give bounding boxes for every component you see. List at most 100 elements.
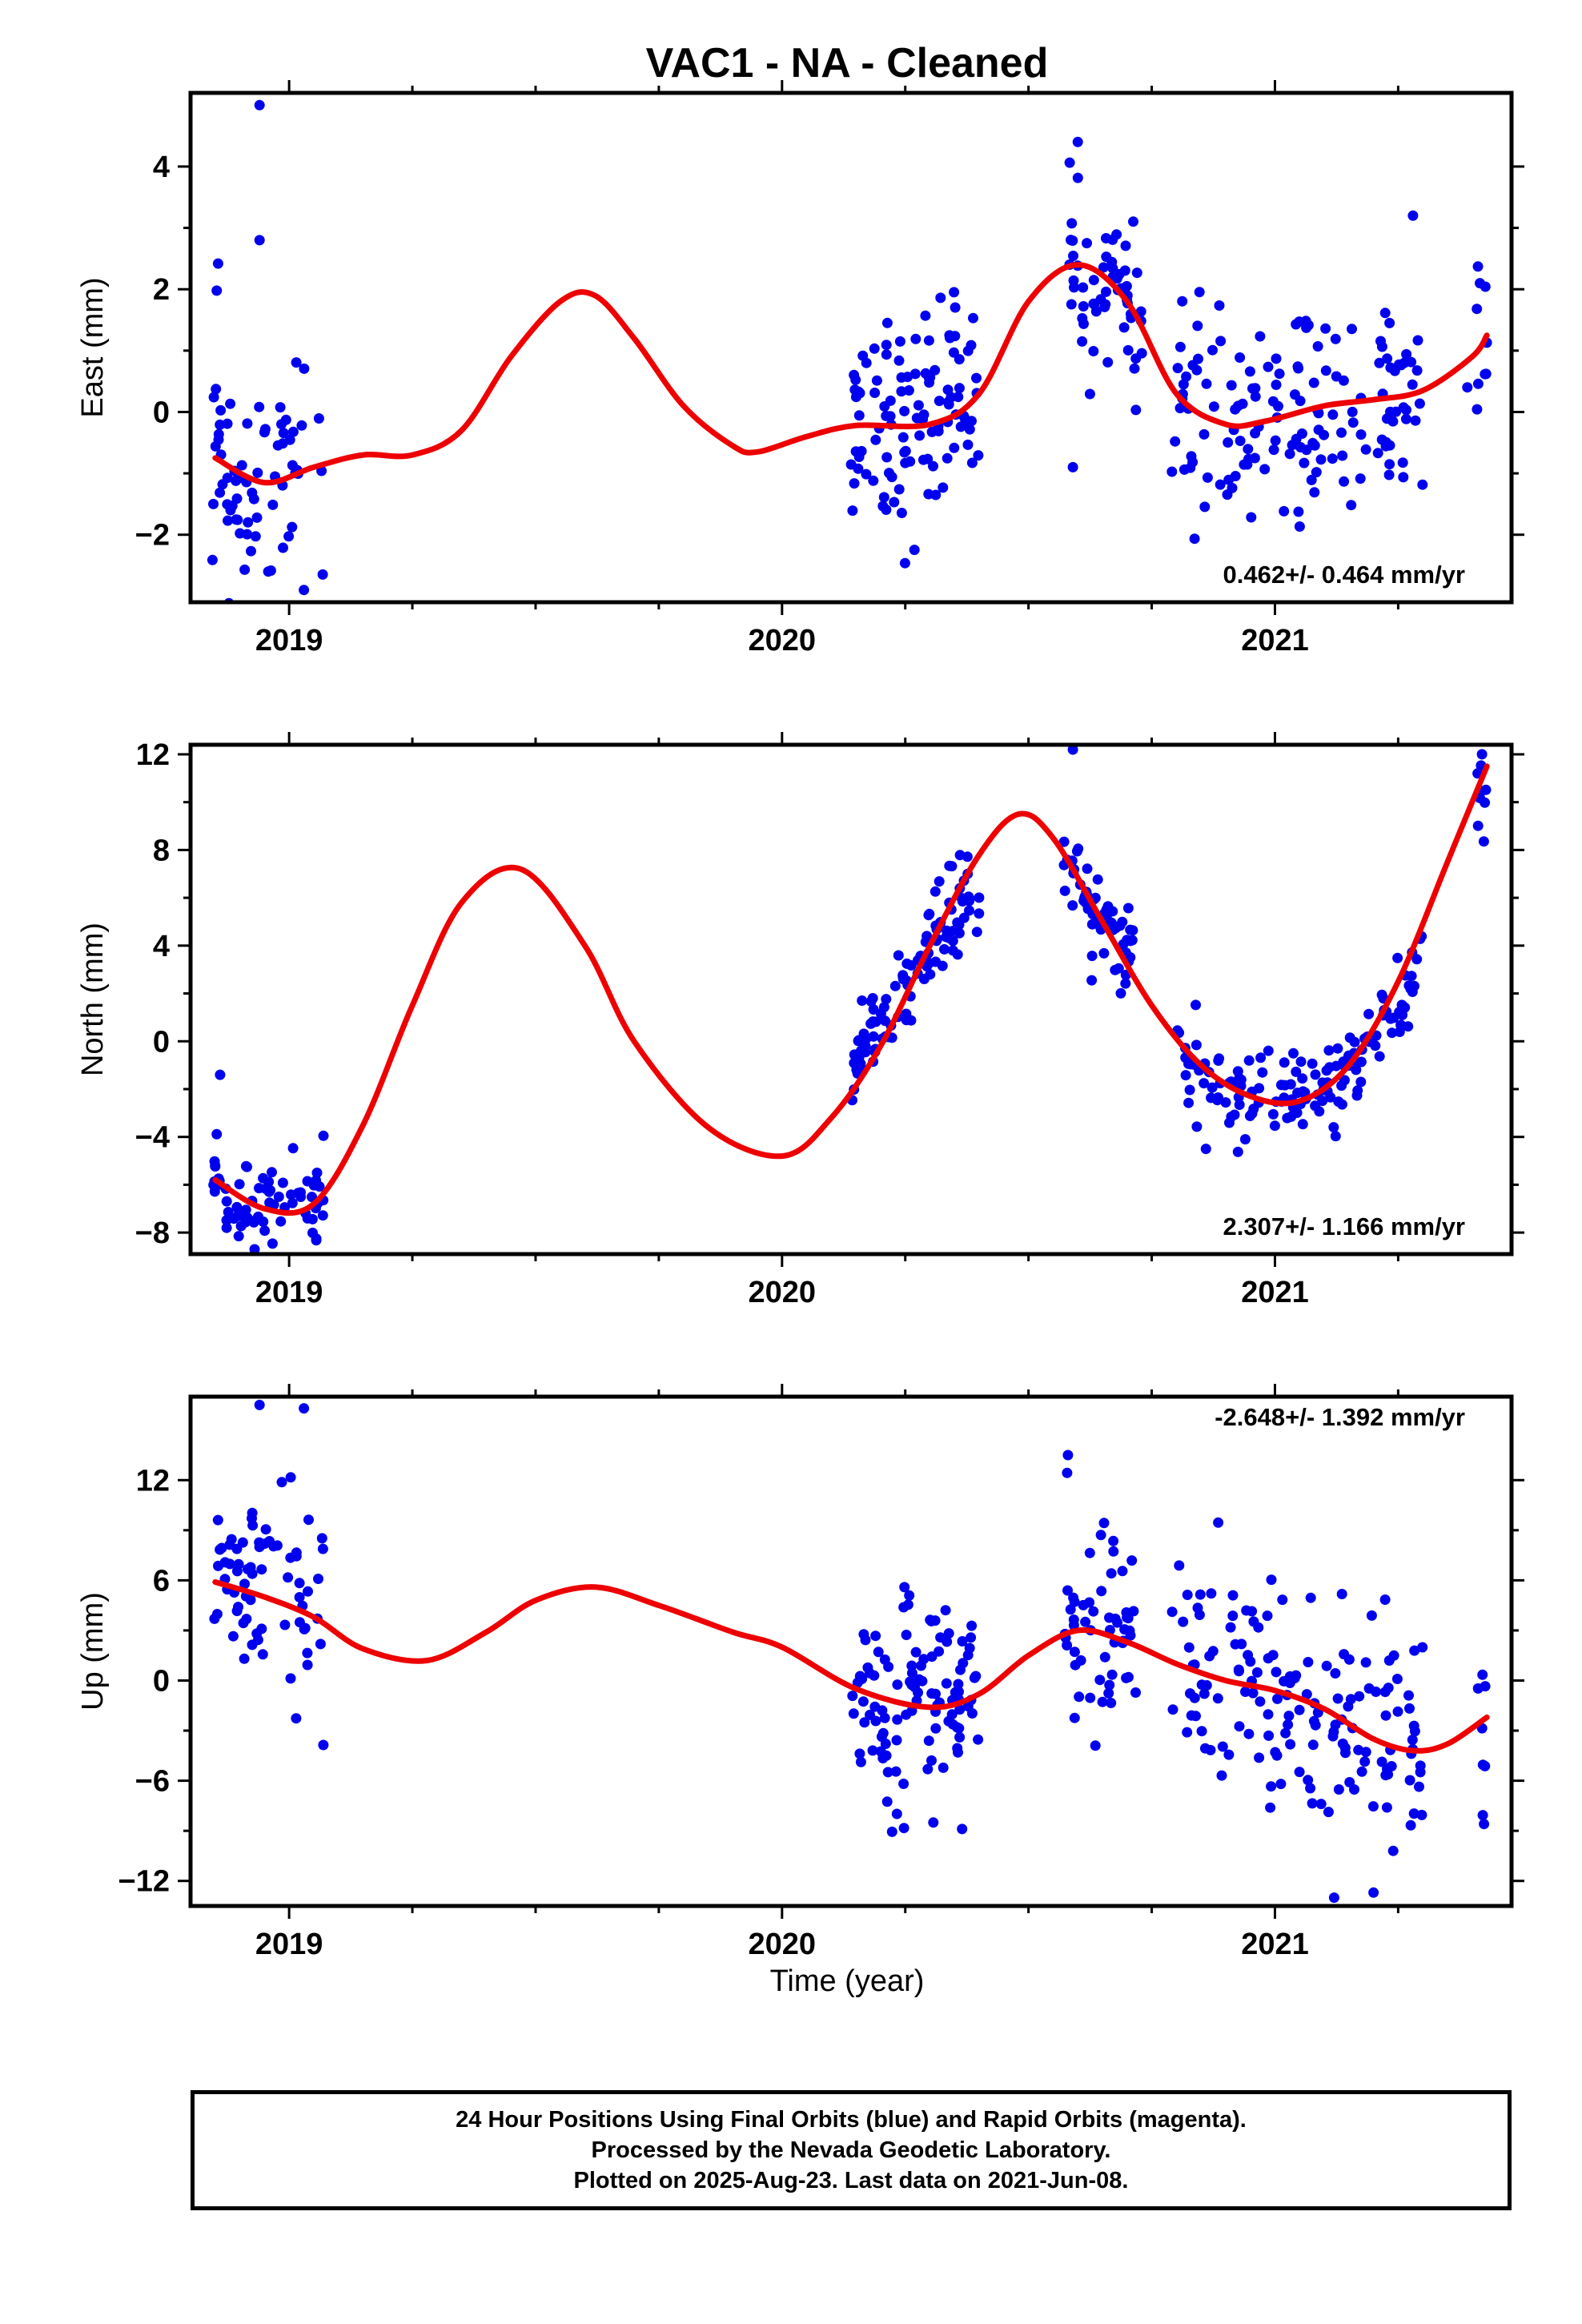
data-point: [1206, 1588, 1217, 1599]
data-point: [1213, 1517, 1224, 1528]
data-point: [1232, 1146, 1243, 1157]
data-point: [259, 1225, 271, 1236]
data-point: [1355, 1076, 1367, 1088]
data-point: [1246, 512, 1257, 523]
data-point: [1106, 918, 1117, 929]
data-point: [287, 1143, 299, 1154]
data-point: [857, 995, 868, 1006]
data-point: [926, 1651, 938, 1663]
x-tick-label: 2019: [255, 1276, 323, 1309]
data-point: [853, 1035, 864, 1047]
data-point: [299, 1403, 310, 1414]
data-point: [849, 478, 860, 489]
data-point: [1347, 417, 1359, 428]
data-point: [1170, 436, 1181, 447]
data-point: [1111, 229, 1122, 240]
data-point: [896, 508, 907, 518]
data-point: [1387, 1845, 1399, 1856]
data-point: [898, 1779, 909, 1789]
data-point: [1315, 454, 1327, 465]
data-point: [870, 1630, 881, 1642]
data-point: [1294, 1767, 1305, 1778]
data-point: [1412, 335, 1423, 346]
data-point: [909, 368, 921, 380]
data-point: [1095, 1530, 1106, 1541]
data-point: [1321, 1065, 1332, 1076]
data-point: [223, 515, 233, 526]
data-point: [267, 1167, 277, 1178]
panel-3: 2019 2020 2021 −12 −6 0 6 12 Up (mm) -2.648+/- 1.…: [76, 1384, 1524, 1961]
data-point: [1099, 301, 1110, 312]
data-point: [1182, 1727, 1193, 1738]
panel-1: 2019 2020 2021 −2 0 2 4 East (mm) 0.462+/- 0.464…: [76, 80, 1524, 657]
data-point: [1240, 1687, 1251, 1697]
data-point: [1307, 437, 1319, 448]
data-point: [1263, 1045, 1274, 1056]
data-point: [1121, 280, 1132, 292]
data-point: [1113, 963, 1124, 974]
data-point: [1215, 479, 1226, 490]
data-point: [1062, 1585, 1073, 1596]
data-point: [974, 892, 985, 903]
data-point: [900, 445, 911, 456]
data-point: [1191, 999, 1201, 1011]
data-point: [966, 457, 978, 468]
data-point: [1383, 469, 1395, 480]
data-point: [1214, 300, 1225, 311]
data-point: [1380, 436, 1391, 448]
data-point: [1268, 444, 1279, 456]
data-point: [974, 908, 985, 919]
data-point: [1227, 1590, 1239, 1601]
data-point: [1389, 365, 1400, 376]
data-point: [859, 1717, 870, 1728]
data-point: [287, 1197, 298, 1208]
data-point: [1068, 251, 1078, 261]
data-point: [1239, 459, 1250, 470]
data-point: [1059, 885, 1070, 896]
data-point: [937, 960, 948, 971]
data-point: [1106, 1669, 1118, 1680]
data-point: [1259, 464, 1271, 475]
data-point: [973, 450, 984, 461]
data-point: [239, 564, 251, 575]
data-point: [1088, 275, 1099, 286]
data-point: [1279, 505, 1290, 517]
data-point: [1199, 1078, 1210, 1089]
data-point: [1414, 1781, 1424, 1792]
data-point: [213, 434, 224, 445]
data-point: [1247, 1687, 1259, 1699]
data-point: [1382, 1763, 1392, 1775]
data-point: [957, 1823, 968, 1835]
rate-annotation: 0.462+/- 0.464 mm/yr: [1223, 561, 1465, 589]
data-point: [1255, 331, 1266, 342]
data-point: [1328, 1122, 1339, 1133]
data-point: [267, 1238, 278, 1249]
data-point: [938, 482, 949, 493]
data-point: [240, 1160, 251, 1172]
data-point: [291, 357, 302, 368]
data-point: [952, 917, 963, 928]
data-point: [303, 1514, 314, 1526]
data-point: [315, 1638, 326, 1650]
data-point: [1355, 429, 1367, 440]
footer-line-1: 24 Hour Positions Using Final Orbits (bl…: [456, 2107, 1247, 2133]
data-point: [1174, 403, 1186, 414]
data-point: [1271, 1667, 1282, 1678]
data-point: [964, 1642, 975, 1654]
y-tick-label: 0: [153, 1664, 170, 1698]
data-point: [1356, 1766, 1367, 1777]
data-point: [881, 994, 892, 1005]
data-point: [923, 1735, 934, 1747]
data-point: [1226, 380, 1237, 391]
y-tick-label: 8: [153, 834, 170, 867]
data-point: [313, 1574, 323, 1584]
data-point: [1266, 1781, 1277, 1792]
data-point: [1201, 1680, 1212, 1691]
data-point: [1097, 1696, 1108, 1707]
data-point: [1313, 424, 1324, 436]
data-point: [886, 472, 897, 483]
data-point: [1227, 1610, 1239, 1622]
data-points: [209, 1399, 1491, 1904]
data-point: [231, 1543, 243, 1554]
